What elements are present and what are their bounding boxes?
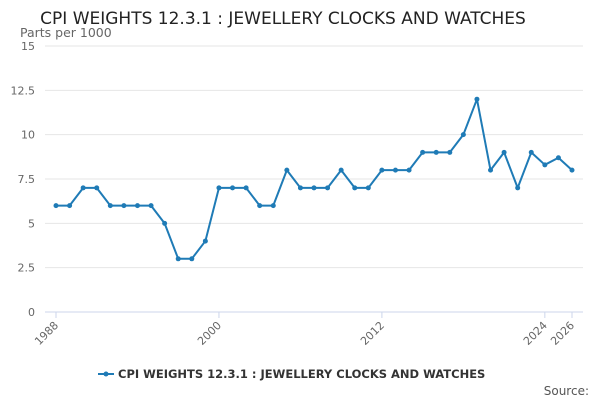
data-point[interactable] <box>365 185 371 191</box>
data-point[interactable] <box>121 203 127 209</box>
data-point[interactable] <box>230 185 236 191</box>
data-point[interactable] <box>460 132 466 138</box>
y-axis-label: Parts per 1000 <box>20 25 112 40</box>
y-tick-label: 10 <box>21 129 35 142</box>
data-point[interactable] <box>420 149 426 155</box>
y-tick-label: 2.5 <box>18 262 36 275</box>
x-tick-label: 2024 <box>521 319 550 348</box>
data-point[interactable] <box>297 185 303 191</box>
data-point[interactable] <box>474 96 480 102</box>
data-point[interactable] <box>243 185 249 191</box>
x-tick-label: 1988 <box>32 319 61 348</box>
data-point[interactable] <box>134 203 140 209</box>
data-point[interactable] <box>80 185 86 191</box>
y-tick-label: 0 <box>28 306 35 319</box>
y-tick-label: 15 <box>21 40 35 53</box>
data-point[interactable] <box>488 167 494 173</box>
data-point[interactable] <box>528 149 534 155</box>
series-group <box>53 96 575 262</box>
x-tick-label: 2000 <box>195 319 224 348</box>
data-point[interactable] <box>175 256 181 262</box>
x-tick-label: 2026 <box>548 319 577 348</box>
data-point[interactable] <box>257 203 263 209</box>
legend-point-marker <box>103 371 109 377</box>
y-axis-ticks: 0 2.5 5 7.5 10 12.5 15 <box>11 40 36 319</box>
data-point[interactable] <box>162 220 168 226</box>
data-point[interactable] <box>555 155 561 161</box>
data-point[interactable] <box>270 203 276 209</box>
data-point[interactable] <box>216 185 222 191</box>
data-point[interactable] <box>501 149 507 155</box>
data-point[interactable] <box>515 185 521 191</box>
data-point[interactable] <box>338 167 344 173</box>
legend-label[interactable]: CPI WEIGHTS 12.3.1 : JEWELLERY CLOCKS AN… <box>118 367 485 381</box>
y-tick-label: 12.5 <box>11 84 36 97</box>
data-point[interactable] <box>67 203 73 209</box>
y-tick-label: 7.5 <box>18 173 36 186</box>
data-point[interactable] <box>447 149 453 155</box>
data-point[interactable] <box>107 203 113 209</box>
data-point[interactable] <box>392 167 398 173</box>
data-point[interactable] <box>94 185 100 191</box>
data-point[interactable] <box>433 149 439 155</box>
data-point[interactable] <box>311 185 317 191</box>
data-point[interactable] <box>352 185 358 191</box>
data-point[interactable] <box>202 238 208 244</box>
legend[interactable]: CPI WEIGHTS 12.3.1 : JEWELLERY CLOCKS AN… <box>98 367 485 381</box>
data-point[interactable] <box>406 167 412 173</box>
data-point[interactable] <box>189 256 195 262</box>
chart-title: CPI WEIGHTS 12.3.1 : JEWELLERY CLOCKS AN… <box>40 9 526 29</box>
data-point[interactable] <box>284 167 290 173</box>
source-label: Source: <box>544 384 589 398</box>
y-tick-label: 5 <box>28 217 35 230</box>
data-point[interactable] <box>569 167 575 173</box>
gridlines <box>45 45 583 269</box>
data-point[interactable] <box>542 162 548 168</box>
data-point[interactable] <box>53 203 59 209</box>
x-tick-label: 2012 <box>358 319 387 348</box>
data-point[interactable] <box>148 203 154 209</box>
data-point[interactable] <box>379 167 385 173</box>
data-point[interactable] <box>325 185 331 191</box>
